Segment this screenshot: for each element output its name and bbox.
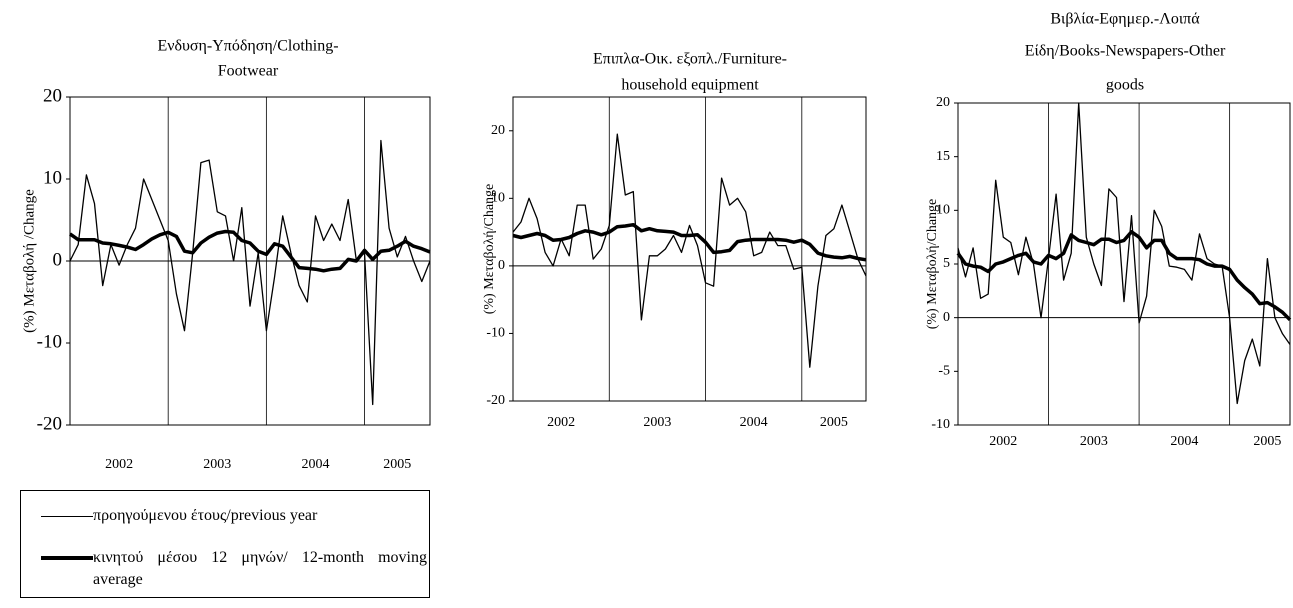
chart-title: Είδη/Books-Newspapers-Other — [1025, 43, 1226, 60]
x-tick-label: 2002 — [105, 457, 133, 472]
y-tick-label: 0 — [53, 249, 63, 270]
y-axis-label: (%) Μεταβολή /Change — [21, 189, 37, 333]
y-tick-label: 20 — [491, 123, 505, 138]
y-tick-label: 0 — [943, 310, 950, 325]
x-tick-label: 2003 — [1080, 434, 1108, 449]
series-line — [512, 222, 867, 262]
y-tick-label: 20 — [43, 85, 62, 106]
series-line — [512, 133, 867, 368]
plot-frame — [512, 96, 867, 402]
series-line — [957, 102, 1291, 405]
y-tick-label: 10 — [491, 191, 505, 206]
x-tick-label: 2005 — [1253, 434, 1281, 449]
y-tick-label: 10 — [43, 167, 62, 188]
legend-entry: προηγούμενου έτους/previous year — [93, 507, 318, 524]
x-tick-label: 2005 — [383, 457, 411, 472]
legend-swatch — [41, 556, 93, 560]
x-tick-label: 2002 — [989, 434, 1017, 449]
x-tick-label: 2003 — [643, 415, 671, 430]
y-tick-label: -10 — [486, 326, 505, 341]
legend: προηγούμενου έτους/previous year κινητού… — [20, 490, 430, 598]
y-tick-label: 20 — [936, 95, 950, 110]
y-tick-label: 5 — [943, 256, 950, 271]
series-line — [956, 230, 1292, 322]
legend-entry: κινητού μέσου 12 μηνών/ 12-month moving … — [93, 549, 427, 588]
chart-title: goods — [1106, 77, 1144, 94]
x-tick-label: 2004 — [740, 415, 768, 430]
y-tick-label: -20 — [486, 393, 505, 408]
x-tick-label: 2003 — [203, 457, 231, 472]
y-tick-label: 0 — [498, 258, 505, 273]
series-line — [69, 139, 431, 406]
x-tick-label: 2005 — [820, 415, 848, 430]
legend-swatch — [41, 516, 93, 518]
chart-title: Footwear — [218, 63, 279, 80]
series-line — [68, 229, 431, 273]
y-tick-label: -5 — [938, 364, 950, 379]
y-tick-label: 15 — [936, 149, 950, 164]
chart-title: Βιβλία-Εφημερ.-Λοιπά — [1050, 11, 1200, 28]
chart-title: Ενδυση-Υπόδηση/Clothing- — [157, 38, 338, 55]
y-tick-label: -10 — [37, 331, 62, 352]
y-tick-label: 10 — [936, 203, 950, 218]
y-axis-label: (%) Μεταβολή/Change — [482, 184, 497, 315]
plot-frame — [957, 102, 1291, 426]
chart-title: household equipment — [621, 77, 759, 94]
x-tick-label: 2004 — [1170, 434, 1198, 449]
x-tick-label: 2002 — [547, 415, 575, 430]
y-tick-label: -20 — [37, 413, 62, 434]
chart-title: Επιπλα-Οικ. εξοπλ./Furniture- — [593, 51, 787, 68]
y-axis-label: (%) Μεταβολή/Change — [925, 199, 940, 330]
x-tick-label: 2004 — [301, 457, 329, 472]
y-tick-label: -10 — [931, 417, 950, 432]
